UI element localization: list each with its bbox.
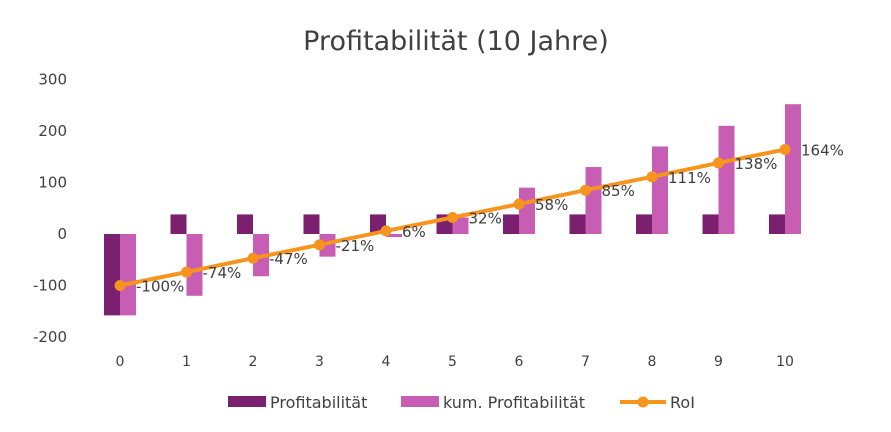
y-tick-label: 200 bbox=[38, 122, 67, 140]
x-tick-label: 4 bbox=[382, 354, 391, 370]
x-tick-label: 5 bbox=[448, 354, 457, 370]
x-axis: 0 1 2 3 4 5 6 7 8 9 10 bbox=[116, 354, 794, 370]
roi-point bbox=[713, 157, 724, 169]
bar-kum-profitabilitaet bbox=[652, 146, 668, 234]
y-axis: 300 200 100 0 -100 -200 bbox=[33, 71, 67, 347]
roi-data-label: 111% bbox=[668, 169, 711, 187]
x-tick-label: 7 bbox=[581, 354, 590, 370]
data-labels-group: -100% -74% -47% -21% 6% 32% 58% 85% 111% 138% 164% bbox=[136, 142, 844, 296]
legend-label: Profitabilität bbox=[270, 393, 367, 412]
legend: Profitabilität kum. Profitabilität RoI bbox=[228, 393, 695, 412]
bar-profitabilitaet bbox=[303, 214, 320, 234]
bar-kum-profitabilitaet bbox=[585, 167, 602, 234]
bar-kum-profitabilitaet bbox=[386, 234, 402, 238]
roi-data-label: 32% bbox=[469, 210, 502, 228]
bar-kum-profitabilitaet bbox=[519, 187, 535, 234]
roi-data-label: 164% bbox=[801, 142, 844, 160]
bar-kum-profitabilitaet bbox=[785, 104, 801, 234]
legend-label: RoI bbox=[670, 393, 695, 412]
roi-line-group bbox=[114, 144, 791, 291]
roi-point bbox=[181, 266, 192, 278]
x-tick-label: 2 bbox=[249, 354, 258, 370]
roi-point bbox=[646, 171, 658, 183]
y-tick-label: 300 bbox=[38, 71, 67, 89]
roi-point bbox=[580, 184, 591, 196]
x-tick-label: 8 bbox=[648, 354, 657, 370]
bar-kum-profitabilitaet bbox=[718, 125, 735, 234]
bar-kum-profitabilitaet bbox=[452, 217, 469, 234]
roi-data-label: 85% bbox=[602, 182, 635, 200]
roi-data-label: -74% bbox=[203, 264, 242, 282]
bar-series-group bbox=[104, 104, 801, 316]
bar-profitabilitaet bbox=[503, 214, 519, 234]
x-tick-label: 3 bbox=[315, 354, 324, 370]
roi-point bbox=[779, 144, 791, 156]
roi-data-label: 6% bbox=[402, 223, 426, 241]
x-tick-label: 9 bbox=[714, 354, 723, 370]
roi-point bbox=[513, 198, 525, 210]
roi-data-label: -100% bbox=[136, 278, 184, 296]
roi-data-label: 58% bbox=[535, 196, 568, 214]
bar-kum-profitabilitaet bbox=[186, 234, 203, 296]
bar-profitabilitaet bbox=[636, 214, 652, 234]
y-tick-label: 0 bbox=[57, 225, 67, 243]
x-tick-label: 0 bbox=[116, 354, 125, 370]
legend-swatch bbox=[228, 396, 266, 407]
x-tick-label: 10 bbox=[776, 354, 794, 370]
roi-point bbox=[447, 212, 458, 224]
bar-kum-profitabilitaet bbox=[120, 234, 136, 316]
chart-title: Profitabilität (10 Jahre) bbox=[303, 26, 609, 57]
bar-profitabilitaet bbox=[769, 214, 785, 234]
bar-profitabilitaet bbox=[170, 214, 187, 234]
bar-kum-profitabilitaet bbox=[319, 234, 336, 257]
legend-swatch bbox=[401, 396, 439, 407]
x-tick-label: 6 bbox=[515, 354, 524, 370]
roi-point bbox=[114, 280, 126, 291]
x-tick-label: 1 bbox=[182, 354, 191, 370]
bar-profitabilitaet bbox=[569, 214, 586, 234]
roi-point bbox=[247, 252, 259, 264]
bar-profitabilitaet bbox=[104, 234, 120, 316]
bar-profitabilitaet bbox=[237, 214, 253, 234]
roi-data-label: -47% bbox=[269, 250, 308, 268]
legend-swatch-marker bbox=[637, 396, 649, 408]
y-tick-label: -100 bbox=[33, 277, 67, 295]
legend-label: kum. Profitabilität bbox=[443, 393, 585, 412]
bar-profitabilitaet bbox=[702, 214, 719, 234]
roi-point bbox=[380, 225, 392, 237]
roi-data-label: -21% bbox=[336, 237, 375, 255]
roi-data-label: 138% bbox=[735, 155, 778, 173]
y-tick-label: -200 bbox=[33, 328, 67, 346]
roi-point bbox=[314, 239, 325, 251]
y-tick-label: 100 bbox=[38, 174, 67, 192]
